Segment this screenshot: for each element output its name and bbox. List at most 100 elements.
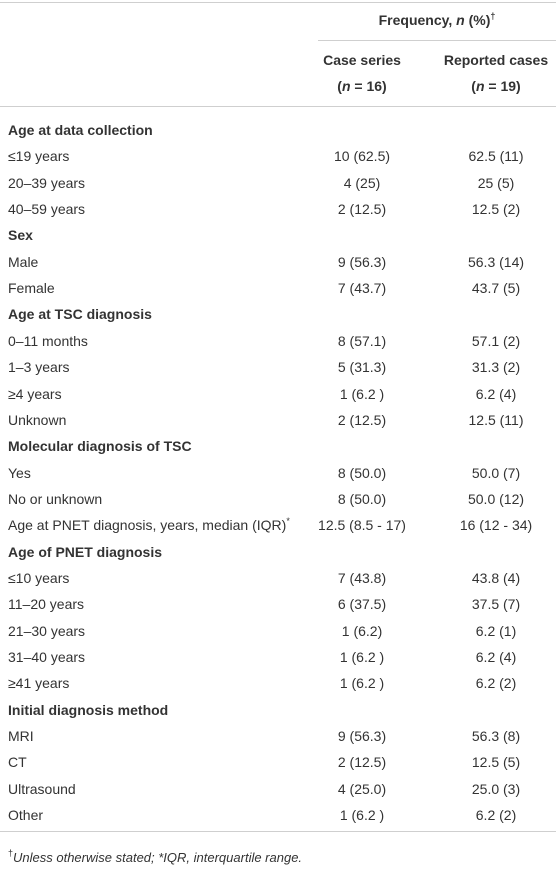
rule (0, 831, 556, 832)
section-label: Age at data collection (8, 121, 153, 139)
n-italic: n (341, 78, 351, 94)
cell-text: 2 (12.5) (337, 754, 387, 771)
cell: 8 (50.0) (338, 464, 386, 482)
cell: 37.5 (7) (472, 595, 520, 613)
paren: ( (471, 78, 476, 94)
row-label: No or unknown (8, 490, 102, 508)
cell-text: 1 (6.2 ) (339, 649, 385, 665)
row-label: Male (8, 253, 38, 271)
cell: 4 (25.0) (338, 780, 386, 798)
column-group-header: Frequency, n (%)† (379, 11, 496, 29)
column-header: Case series (323, 51, 401, 69)
cell: 12.5 (11) (469, 411, 524, 429)
label-text: Ultrasound (8, 780, 76, 797)
cell: 31.3 (2) (472, 358, 520, 376)
n-italic: n (475, 78, 485, 94)
label-text: Other (8, 807, 44, 824)
row-label: ≥41 years (8, 674, 69, 692)
cell-text: 25.0 (3) (471, 780, 521, 797)
cell: 4 (25) (344, 174, 381, 192)
count: = 19) (484, 78, 521, 94)
label-text: Male (8, 253, 39, 270)
label-text: ≤10 years (8, 569, 70, 586)
label-text: 11–20 years (8, 596, 85, 613)
header-text: Frequency, (378, 12, 457, 28)
cell-text: 7 (43.7) (337, 280, 387, 297)
cell: 2 (12.5) (338, 411, 386, 429)
label-text: MRI (8, 728, 34, 745)
cell-text: 12.5 (5) (471, 754, 521, 771)
cell: 1 (6.2 ) (340, 674, 384, 692)
rule (0, 2, 556, 3)
cell-text: 6 (37.5) (337, 596, 387, 613)
rule (318, 40, 556, 41)
section-label: Age of PNET diagnosis (8, 543, 162, 561)
cell-text: 56.3 (14) (467, 253, 525, 270)
label-text: CT (8, 754, 27, 771)
section-label: Initial diagnosis method (8, 701, 168, 719)
label-text: Female (8, 280, 55, 297)
label-text: Molecular diagnosis of TSC (8, 438, 192, 455)
cell: 6 (37.5) (338, 595, 386, 613)
cell-text: 2 (12.5) (337, 201, 387, 218)
count: = 16) (350, 78, 387, 94)
column-title: Reported cases (443, 52, 549, 68)
cell-text: 43.8 (4) (471, 569, 521, 586)
label-text: 20–39 years (8, 174, 86, 191)
cell: 12.5 (5) (472, 753, 520, 771)
cell-text: 1 (6.2 ) (339, 385, 385, 402)
cell-text: 12.5 (11) (468, 411, 524, 428)
label-text: 1–3 years (8, 359, 70, 376)
label-text: 40–59 years (8, 201, 86, 218)
row-label: 20–39 years (8, 174, 85, 192)
row-label: ≤19 years (8, 147, 69, 165)
cell-text: 1 (6.2) (341, 622, 383, 639)
row-label: Unknown (8, 411, 66, 429)
row-label: ≤10 years (8, 569, 69, 587)
cell: 8 (50.0) (338, 490, 386, 508)
cell: 50.0 (12) (468, 490, 524, 508)
cell-text: 62.5 (11) (468, 148, 524, 165)
label-text: Initial diagnosis method (8, 701, 169, 718)
cell: 7 (43.7) (338, 279, 386, 297)
label-text: Age at TSC diagnosis (8, 306, 152, 323)
cell: 6.2 (2) (476, 806, 516, 824)
cell-text: 10 (62.5) (333, 148, 391, 165)
cell: 57.1 (2) (472, 332, 520, 350)
cell-text: 4 (25.0) (337, 780, 387, 797)
label-text: Sex (8, 227, 33, 244)
cell: 2 (12.5) (338, 200, 386, 218)
cell: 25 (5) (478, 174, 515, 192)
cell-text: 31.3 (2) (471, 359, 521, 376)
cell-text: 57.1 (2) (471, 332, 521, 349)
column-title: Case series (323, 52, 401, 68)
cell: 12.5 (8.5 - 17) (318, 516, 406, 534)
cell: 1 (6.2 ) (340, 385, 384, 403)
label-text: Yes (8, 464, 31, 481)
rule (0, 106, 556, 107)
label-text: ≥4 years (8, 385, 62, 402)
row-label: 31–40 years (8, 648, 85, 666)
label-text: Age at PNET diagnosis, years, median (IQ… (8, 517, 287, 534)
row-label: 21–30 years (8, 622, 85, 640)
column-header: Reported cases (444, 51, 548, 69)
cell-text: 56.3 (8) (471, 728, 521, 745)
cell: 6.2 (2) (476, 674, 516, 692)
cell-text: 9 (56.3) (337, 253, 387, 270)
cell: 1 (6.2 ) (340, 648, 384, 666)
row-label: 1–3 years (8, 358, 69, 376)
row-label: Ultrasound (8, 780, 76, 798)
cell: 62.5 (11) (469, 147, 524, 165)
footnote-sup: † (8, 848, 14, 858)
cell-text: 4 (25) (343, 174, 381, 191)
section-label: Molecular diagnosis of TSC (8, 437, 192, 455)
header-sup: † (490, 11, 496, 21)
cell: 12.5 (2) (472, 200, 520, 218)
cell: 7 (43.8) (338, 569, 386, 587)
cell-text: 6.2 (2) (475, 807, 517, 824)
cell-text: 43.7 (5) (471, 280, 521, 297)
cell: 6.2 (1) (476, 622, 516, 640)
cell: 6.2 (4) (476, 385, 516, 403)
cell-text: 9 (56.3) (337, 728, 387, 745)
